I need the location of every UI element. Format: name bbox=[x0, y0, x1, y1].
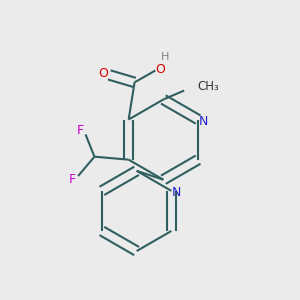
Text: CH₃: CH₃ bbox=[197, 80, 219, 93]
Text: H: H bbox=[161, 52, 169, 62]
Text: N: N bbox=[172, 186, 182, 199]
Text: F: F bbox=[69, 173, 76, 186]
Text: N: N bbox=[199, 116, 208, 128]
Text: O: O bbox=[98, 67, 108, 80]
Text: F: F bbox=[76, 124, 84, 137]
Text: O: O bbox=[155, 63, 165, 76]
